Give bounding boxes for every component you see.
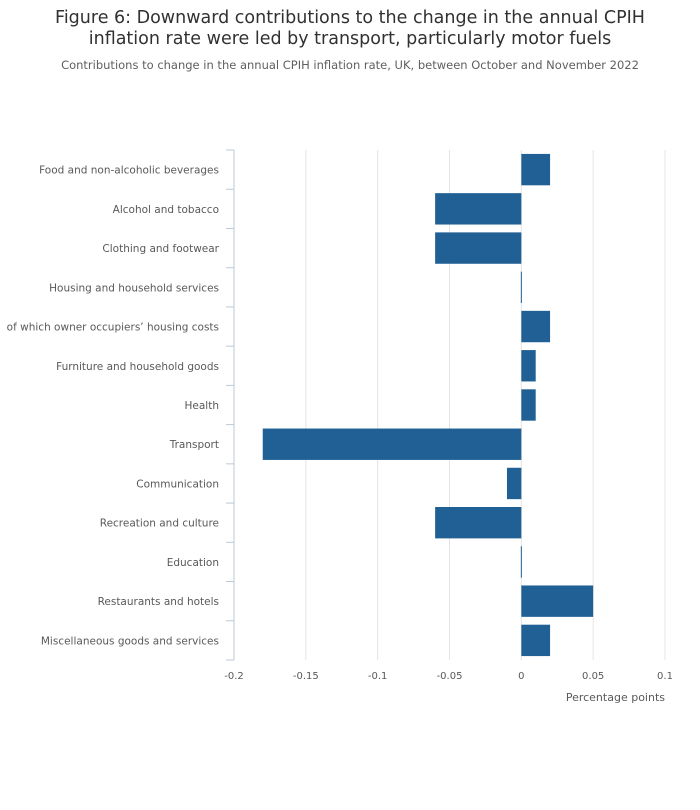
category-label: Food and non-alcoholic beverages	[39, 165, 219, 177]
bar	[435, 193, 522, 225]
bar	[262, 428, 522, 460]
x-tick-label: 0.05	[582, 671, 604, 682]
x-tick-label: -0.2	[224, 671, 244, 682]
bar	[435, 232, 522, 264]
x-tick-label: -0.1	[368, 671, 388, 682]
category-label: Communication	[136, 478, 219, 490]
bar	[435, 507, 522, 539]
category-label: Recreation and culture	[100, 518, 219, 530]
bar	[521, 310, 551, 343]
bar	[521, 624, 551, 657]
chart-title: Figure 6: Downward contributions to the …	[55, 8, 645, 49]
bar	[520, 546, 522, 578]
category-label: of which owner occupiers’ housing costs	[7, 322, 219, 334]
x-tick-label: 0	[518, 671, 524, 682]
bar	[521, 585, 594, 617]
category-label: Health	[185, 400, 219, 412]
chart-subtitle: Contributions to change in the annual CP…	[61, 58, 639, 72]
category-label: Miscellaneous goods and services	[41, 635, 219, 647]
bar	[520, 271, 522, 303]
category-label: Restaurants and hotels	[98, 596, 219, 608]
x-tick-label: -0.15	[293, 671, 319, 682]
x-tick-label: 0.1	[657, 671, 673, 682]
bar	[506, 467, 522, 500]
x-axis-ticks: -0.2 -0.15 -0.1 -0.05 0 0.05 0.1	[224, 671, 673, 682]
y-axis: Food and non-alcoholic beverages Alcohol …	[7, 149, 235, 661]
x-tick-label: -0.05	[437, 671, 463, 682]
gridlines	[305, 150, 666, 660]
chart-header: Figure 6: Downward contributions to the …	[0, 8, 700, 72]
category-label: Transport	[169, 439, 219, 451]
category-label: Housing and household services	[49, 282, 219, 294]
bars	[262, 153, 594, 657]
bar	[521, 153, 551, 186]
bar	[521, 389, 536, 421]
bar	[521, 350, 536, 382]
category-label: Clothing and footwear	[102, 243, 219, 255]
x-axis-title: Percentage points	[566, 691, 665, 704]
category-label: Furniture and household goods	[56, 361, 219, 373]
category-label: Alcohol and tobacco	[113, 204, 219, 216]
category-label: Education	[167, 557, 219, 569]
